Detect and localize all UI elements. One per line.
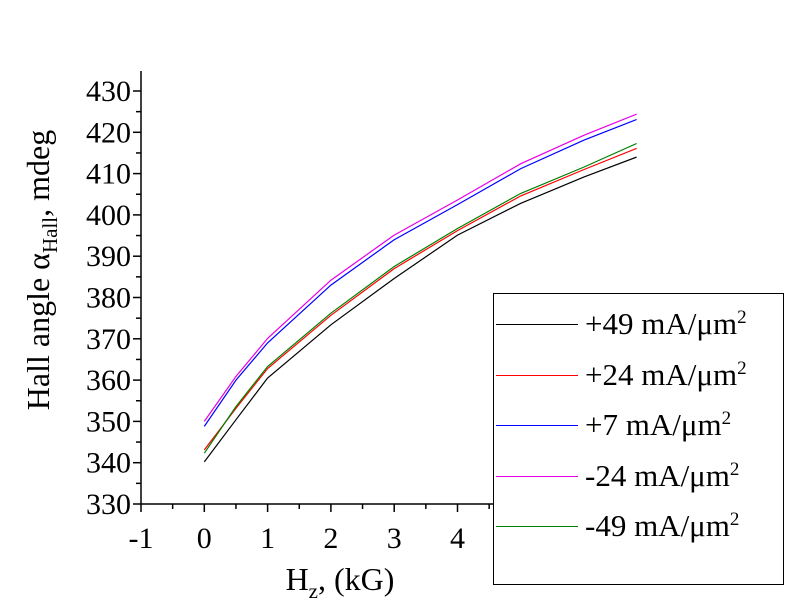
y-tick-label: 340: [86, 447, 131, 480]
legend-label-text: +49 mA/μm: [585, 306, 738, 341]
legend-label-text: -24 mA/μm: [585, 457, 730, 493]
x-axis-title: Hz, (kG): [286, 561, 395, 603]
y-tick-label: 420: [86, 116, 131, 149]
legend-label-exponent: 2: [737, 307, 747, 328]
legend-item: -49 mA/μm2: [494, 506, 784, 546]
legend-swatch: [496, 475, 578, 477]
series-line: [203, 118, 637, 427]
x-tick-label: 0: [197, 522, 212, 555]
legend-swatch: [496, 425, 578, 426]
series-line: [203, 147, 637, 451]
legend-swatch: [496, 374, 578, 376]
x-tick-label: 1: [260, 522, 275, 555]
y-tick-label: 410: [86, 158, 131, 191]
legend-item: +24 mA/μm2: [494, 355, 784, 395]
legend-swatch: [496, 324, 578, 325]
x-tick-label: 4: [450, 522, 465, 555]
legend-label-text: -49 mA/μm: [585, 508, 730, 543]
series-line: [203, 156, 637, 463]
legend: +49 mA/μm2 +24 mA/μm2 +7 mA/μm2 -24 mA/μm2-…: [493, 293, 784, 585]
legend-label: +49 mA/μm2: [585, 304, 747, 344]
legend-label: +24 mA/μm2: [585, 355, 747, 395]
y-tick-label: 330: [86, 488, 131, 521]
legend-label-exponent: 2: [729, 458, 740, 480]
x-tick-label: 3: [387, 522, 402, 555]
y-axis-title: Hall angle αHall, mdeg: [20, 130, 62, 410]
legend-swatch: [496, 526, 578, 527]
y-tick-label: 380: [86, 282, 131, 315]
legend-label-exponent: 2: [737, 357, 747, 379]
legend-label-exponent: 2: [721, 408, 732, 429]
legend-label-exponent: 2: [729, 509, 740, 530]
series-lines: [203, 113, 637, 463]
series-line: [203, 142, 637, 454]
legend-label: -49 mA/μm2: [585, 506, 739, 546]
x-tick-label: 2: [323, 522, 338, 555]
legend-label-text: +7 mA/μm: [585, 407, 722, 442]
legend-label-text: +24 mA/μm: [585, 356, 738, 392]
legend-item: +49 mA/μm2: [494, 304, 784, 344]
legend-label: -24 mA/μm2: [585, 456, 739, 496]
legend-item: -24 mA/μm2: [494, 456, 784, 496]
y-tick-label: 370: [86, 323, 131, 356]
axes: 330 340 350 360 370 380 390 400 410 420 430 -1 0 1 2 3 4: [86, 71, 649, 555]
y-tick-label: 400: [86, 199, 131, 232]
y-tick-label: 360: [86, 364, 131, 397]
x-tick-label: -1: [129, 522, 154, 555]
legend-item: +7 mA/μm2: [494, 405, 784, 445]
y-tick-label: 430: [86, 75, 131, 108]
y-tick-label: 390: [86, 240, 131, 273]
y-tick-label: 350: [86, 405, 131, 438]
series-line: [203, 113, 637, 422]
legend-label: +7 mA/μm2: [585, 405, 731, 445]
